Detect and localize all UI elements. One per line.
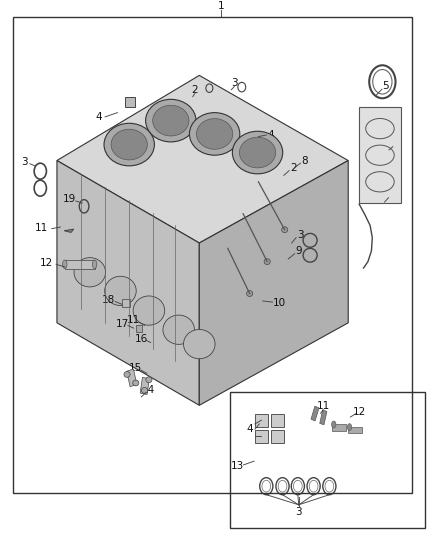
Text: 14: 14 [142,385,155,395]
Bar [122,299,130,308]
Text: 19: 19 [63,194,76,204]
Bar [271,430,284,442]
Ellipse shape [197,119,233,149]
Bar [136,325,142,332]
Bar [348,426,362,433]
Text: 4: 4 [95,112,102,122]
Text: 3: 3 [231,78,238,88]
Bar [359,107,401,203]
Bar [125,96,135,107]
Text: 17: 17 [116,319,129,329]
Text: 12: 12 [39,257,53,268]
Ellipse shape [332,421,336,428]
Polygon shape [57,75,348,243]
Ellipse shape [133,380,139,386]
Ellipse shape [105,276,136,305]
Ellipse shape [133,296,165,325]
Ellipse shape [347,424,352,431]
Text: 12: 12 [353,407,366,417]
Text: 2: 2 [290,163,297,173]
Bar [140,377,149,394]
Ellipse shape [153,106,189,136]
Ellipse shape [282,227,288,232]
Ellipse shape [111,129,147,160]
Text: 4: 4 [267,130,274,140]
Ellipse shape [146,377,152,383]
Ellipse shape [92,260,97,269]
Ellipse shape [189,112,240,155]
Bar [255,414,268,427]
Bar [127,369,137,386]
Text: 3: 3 [295,507,302,516]
Bar [65,260,95,269]
Text: 11: 11 [127,315,140,325]
Text: 18: 18 [102,295,115,305]
Text: 13: 13 [231,462,244,472]
Polygon shape [57,160,199,405]
Polygon shape [199,160,348,405]
Bar [320,410,327,425]
Text: 10: 10 [273,298,286,308]
Bar [230,392,425,528]
Bar [332,424,346,431]
Bar [271,414,284,427]
Polygon shape [65,229,74,232]
Text: 8: 8 [301,156,308,166]
Ellipse shape [163,315,194,344]
Text: 6: 6 [393,140,400,150]
Text: 16: 16 [134,334,148,344]
Text: 3: 3 [297,230,304,240]
Ellipse shape [63,260,67,269]
Text: 9: 9 [295,246,302,256]
Ellipse shape [74,257,106,287]
Text: 15: 15 [129,363,142,373]
Ellipse shape [145,99,196,142]
Text: 11: 11 [35,223,48,233]
Text: 2: 2 [191,85,198,95]
Ellipse shape [141,387,148,393]
Bar [311,406,319,421]
Text: 1: 1 [218,1,225,11]
Ellipse shape [104,123,154,166]
Ellipse shape [232,131,283,174]
Text: 3: 3 [21,157,28,167]
Text: 4: 4 [246,424,253,434]
Text: 7: 7 [389,190,396,200]
Ellipse shape [264,259,270,264]
Bar [13,17,412,493]
Ellipse shape [124,372,130,377]
Text: 11: 11 [317,401,330,411]
Ellipse shape [184,329,215,359]
Bar [255,430,268,442]
Ellipse shape [240,137,276,168]
Ellipse shape [247,290,253,296]
Text: 5: 5 [382,81,389,91]
